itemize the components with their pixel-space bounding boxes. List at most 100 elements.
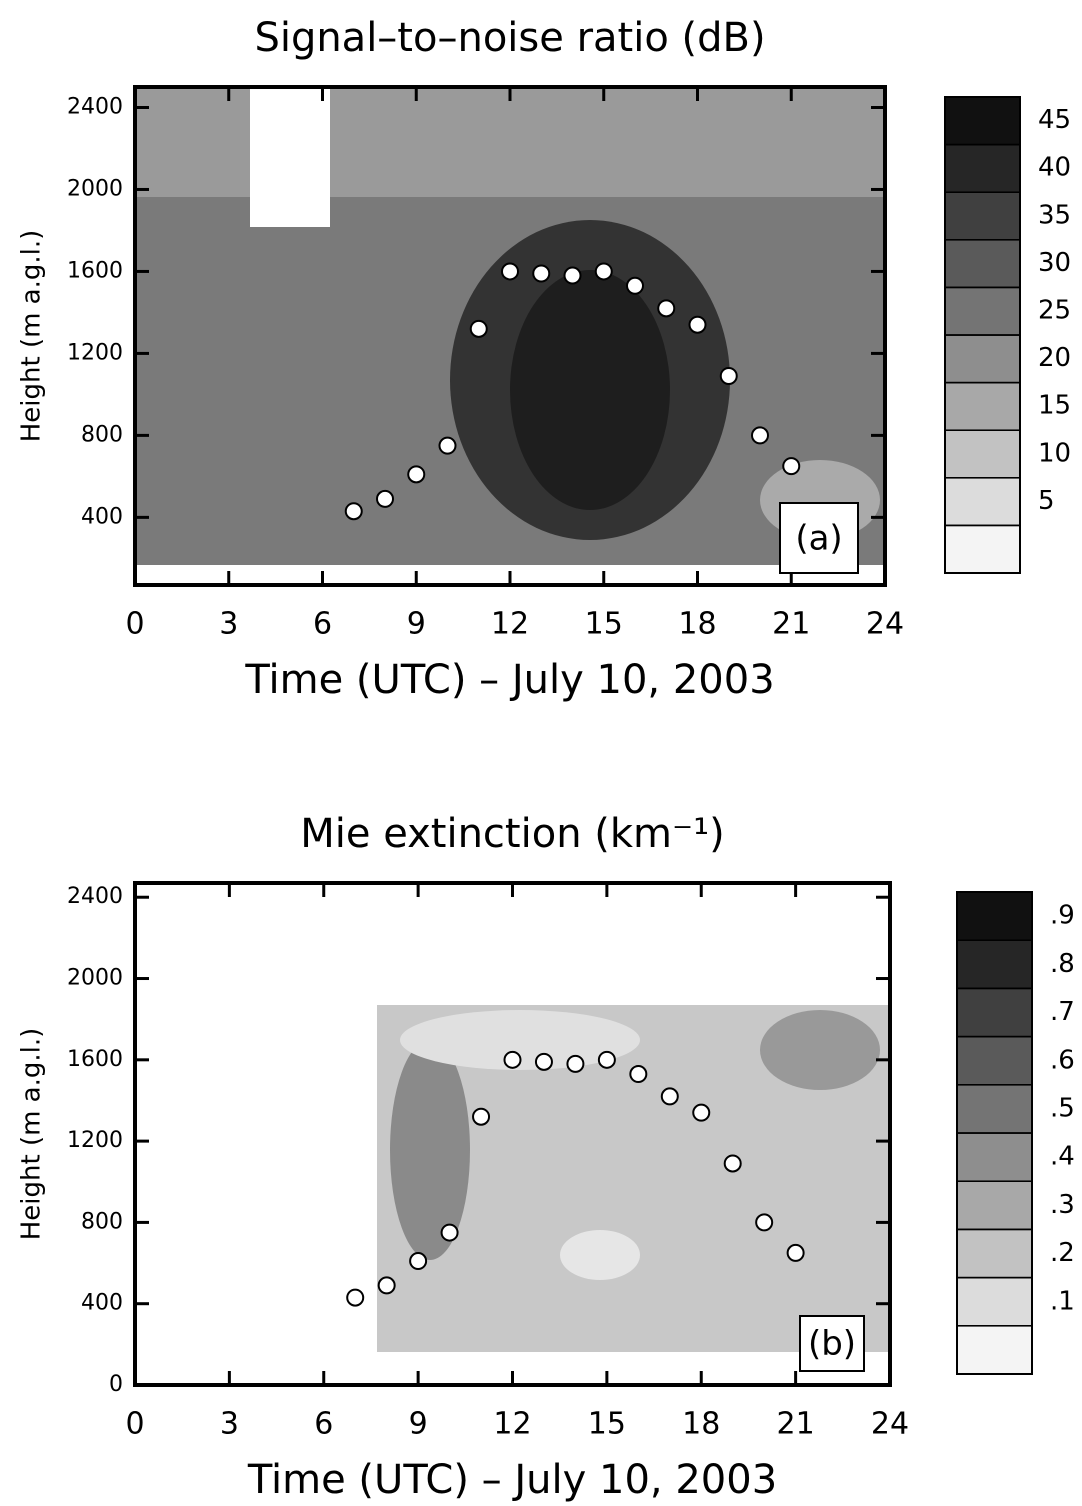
colorbar-tick-label: 30 <box>1038 248 1071 278</box>
colorbar-tick-label: .7 <box>1050 997 1075 1027</box>
colorbar-tick-label: .6 <box>1050 1045 1075 1075</box>
data-point <box>438 436 457 455</box>
panel-label-box <box>799 1315 865 1372</box>
x-tick-label: 12 <box>493 1407 531 1442</box>
data-point <box>566 1054 585 1073</box>
y-tick-label: 2000 <box>67 966 123 991</box>
x-tick-label: 24 <box>871 1407 909 1442</box>
y-tick-label: 1200 <box>67 340 123 365</box>
colorbar-box <box>956 1084 1033 1134</box>
colorbar-tick-label: .8 <box>1050 949 1075 979</box>
colorbar-box <box>944 334 1021 384</box>
chart-title: Mie extinction (km⁻¹) <box>300 811 725 857</box>
data-point <box>594 262 613 281</box>
x-tick-label: 6 <box>314 1407 333 1442</box>
y-axis-label: Height (m a.g.l.) <box>17 1028 47 1241</box>
y-tick-label: 0 <box>109 1372 123 1397</box>
colorbar-box <box>956 1325 1033 1375</box>
y-tick-label: 800 <box>81 422 123 447</box>
data-point <box>407 465 426 484</box>
colorbar-box <box>944 381 1021 431</box>
colorbar-box <box>956 1035 1033 1086</box>
x-tick-label: 18 <box>682 1407 720 1442</box>
colorbar-box <box>944 143 1021 193</box>
x-tick-label: 21 <box>777 1407 815 1442</box>
data-point <box>534 1052 553 1071</box>
x-tick-label: 6 <box>313 607 332 642</box>
colorbar-box <box>956 1228 1033 1279</box>
data-point <box>409 1252 428 1271</box>
colorbar-box <box>956 1180 1033 1231</box>
y-tick-label: 1600 <box>67 1047 123 1072</box>
x-tick-label: 15 <box>588 1407 626 1442</box>
x-tick-label: 24 <box>866 607 904 642</box>
x-tick-label: 18 <box>678 607 716 642</box>
data-point <box>723 1154 742 1173</box>
data-point <box>532 264 551 283</box>
contour-field <box>560 1230 640 1280</box>
x-tick-label: 3 <box>220 1407 239 1442</box>
panel-label: (b) <box>808 1324 856 1364</box>
panel: Mie extinction (km⁻¹) Time (UTC) – July 1… <box>17 811 1075 1503</box>
data-point <box>503 1050 522 1069</box>
colorbar-box <box>956 1276 1033 1327</box>
data-point <box>719 366 738 385</box>
y-tick-label: 2400 <box>67 94 123 119</box>
colorbar-tick-label: 35 <box>1038 200 1071 230</box>
y-tick-label: 2400 <box>67 884 123 909</box>
x-tick-label: 9 <box>409 1407 428 1442</box>
colorbar-tick-label: 25 <box>1038 296 1071 326</box>
colorbar-box <box>944 477 1021 527</box>
colorbar-tick-label: 45 <box>1038 105 1071 135</box>
y-tick-label: 400 <box>81 1291 123 1316</box>
colorbar-tick-label: .4 <box>1050 1142 1075 1172</box>
x-tick-label: 15 <box>585 607 623 642</box>
data-point <box>440 1223 459 1242</box>
data-point <box>472 1107 491 1126</box>
contour-field <box>390 1040 470 1260</box>
y-axis-label: Height (m a.g.l.) <box>17 230 47 443</box>
y-tick-label: 400 <box>81 504 123 529</box>
colorbar-frame <box>956 891 1033 1375</box>
colorbar-box <box>944 96 1021 146</box>
contour-field <box>135 87 885 197</box>
colorbar-box <box>956 987 1033 1038</box>
y-tick-label: 1600 <box>67 258 123 283</box>
data-point <box>563 266 582 285</box>
data-point <box>597 1050 616 1069</box>
y-tick-label: 2000 <box>67 176 123 201</box>
colorbar-box <box>944 239 1021 289</box>
x-tick-label: 0 <box>125 1407 144 1442</box>
x-tick-label: 9 <box>407 607 426 642</box>
colorbar-tick-label: .9 <box>1050 901 1075 931</box>
chart-title: Signal–to–noise ratio (dB) <box>254 15 765 61</box>
contour-field <box>400 1010 640 1070</box>
x-axis-label: Time (UTC) – July 10, 2003 <box>247 1457 777 1503</box>
data-point <box>688 315 707 334</box>
x-tick-label: 12 <box>491 607 529 642</box>
x-tick-label: 0 <box>125 607 144 642</box>
data-point <box>786 1243 805 1262</box>
data-point <box>501 262 519 281</box>
colorbar-tick-label: .5 <box>1050 1094 1075 1124</box>
y-tick-label: 1200 <box>67 1128 123 1153</box>
colorbar-box <box>956 939 1033 990</box>
colorbar-tick-label: 5 <box>1038 486 1055 516</box>
panel-label: (a) <box>795 519 842 559</box>
colorbar-box <box>944 286 1021 336</box>
data-point <box>469 319 488 338</box>
data-point <box>657 299 676 318</box>
contour-field <box>250 87 330 227</box>
y-tick-label: 800 <box>81 1209 123 1234</box>
colorbar-tick-label: .2 <box>1050 1238 1075 1268</box>
data-point <box>346 1288 365 1307</box>
colorbar-tick-label: 10 <box>1038 438 1071 468</box>
contour-field <box>510 270 670 510</box>
colorbar-box <box>944 429 1021 479</box>
colorbar-tick-label: 15 <box>1038 391 1071 421</box>
colorbar-tick-label: 40 <box>1038 153 1071 183</box>
data-point <box>660 1087 679 1106</box>
colorbar-tick-label: 20 <box>1038 343 1071 373</box>
colorbar-box <box>944 524 1021 574</box>
